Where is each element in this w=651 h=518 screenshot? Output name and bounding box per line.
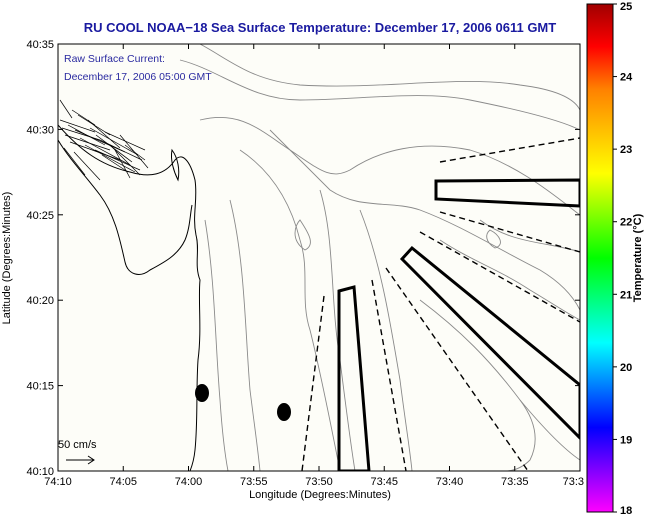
colorbar-ticks: 25 24 23 22 21 20 19 18	[613, 1, 633, 517]
contour-line	[419, 299, 580, 461]
colorbar: 25 24 23 22 21 20 19 18 Temperature (°C)	[586, 1, 644, 517]
contour-line	[204, 219, 229, 471]
dashed-transect	[419, 231, 580, 323]
contour-line	[504, 399, 536, 471]
dashed-transects	[301, 137, 580, 471]
x-tick-label: 73:50	[305, 476, 333, 488]
colorbar-tick-label: 24	[620, 72, 633, 84]
scale-arrow	[66, 455, 95, 465]
y-tick-label: 40:10	[26, 466, 54, 478]
y-axis-ticks: 40:35 40:30 40:25 40:20 40:15 40:10	[26, 39, 580, 478]
x-tick-label: 73:40	[436, 476, 464, 488]
current-vectors	[59, 99, 149, 181]
coastline	[58, 124, 201, 471]
colorbar-tick-label: 19	[620, 434, 632, 446]
x-tick-label: 74:05	[109, 476, 137, 488]
dashed-transect	[385, 267, 529, 471]
contour-line	[199, 44, 580, 111]
current-vector	[87, 119, 121, 149]
current-vector	[63, 147, 86, 176]
contour-line	[294, 219, 311, 251]
current-annotation-line1: Raw Surface Current:	[64, 53, 165, 65]
contour-line	[199, 116, 580, 216]
colorbar-tick-label: 23	[620, 144, 632, 156]
colorbar-tick-label: 20	[620, 362, 632, 374]
contour-line	[359, 209, 413, 471]
current-vector	[89, 127, 139, 156]
x-tick-label: 74:10	[44, 476, 72, 488]
current-vector	[64, 134, 111, 151]
sampling-box	[337, 285, 371, 471]
current-vector	[84, 144, 136, 173]
colorbar-tick-label: 18	[620, 505, 632, 517]
current-vector	[94, 149, 141, 171]
coastline-path	[58, 139, 193, 275]
x-tick-label: 73:55	[240, 476, 268, 488]
y-tick-label: 40:20	[26, 295, 54, 307]
x-tick-label: 73:3	[563, 476, 584, 488]
current-vector	[101, 154, 129, 173]
current-vector	[59, 99, 73, 119]
station-marker	[195, 384, 209, 402]
current-annotation-line2: December 17, 2006 05:00 GMT	[64, 71, 212, 83]
dashed-transect	[371, 279, 407, 471]
colorbar-label: Temperature (°C)	[632, 213, 644, 302]
x-tick-label: 74:00	[175, 476, 203, 488]
coastline-path	[171, 148, 180, 182]
current-vector	[73, 151, 101, 181]
plot-area: Raw Surface Current: December 17, 2006 0…	[57, 43, 581, 472]
sampling-box	[434, 178, 580, 208]
current-vector	[74, 129, 126, 153]
current-vector	[69, 141, 121, 161]
current-vector	[124, 144, 146, 161]
sampling-box	[399, 245, 580, 441]
current-vector	[95, 134, 133, 163]
colorbar-tick-label: 25	[620, 1, 632, 13]
y-tick-label: 40:15	[26, 381, 54, 393]
colorbar-ramp	[586, 3, 614, 513]
x-axis-ticks: 74:10 74:05 74:00 73:55 73:50 73:45 73:40 73:35…	[44, 44, 584, 488]
x-tick-label: 73:35	[501, 476, 529, 488]
chart-title: RU COOL NOAA−18 Sea Surface Temperature:…	[84, 20, 556, 35]
coastline-path	[58, 124, 201, 471]
dashed-transect	[439, 211, 580, 253]
contour-line	[439, 239, 580, 321]
x-tick-label: 73:45	[370, 476, 398, 488]
y-tick-label: 40:30	[26, 124, 54, 136]
map-features	[58, 44, 580, 471]
y-tick-label: 40:35	[26, 39, 54, 51]
contour-line	[179, 59, 580, 131]
current-vector	[114, 149, 131, 179]
colorbar-tick-label: 22	[620, 217, 632, 229]
current-vector	[79, 137, 131, 166]
contour-line	[486, 229, 501, 249]
x-axis-label: Longitude (Degrees:Minutes)	[249, 489, 391, 501]
colorbar-tick-label: 21	[620, 289, 632, 301]
contour-line	[229, 199, 261, 471]
dashed-transect	[439, 137, 580, 163]
plot-background	[58, 44, 580, 471]
contour-line	[479, 219, 580, 253]
sampling-boxes	[337, 178, 580, 471]
station-marker	[277, 403, 291, 421]
contour-line	[269, 129, 580, 311]
scale-label: 50 cm/s	[58, 439, 97, 451]
contour-line	[239, 149, 341, 471]
current-vector	[59, 119, 96, 133]
y-axis-label: Latitude (Degrees:Minutes)	[1, 192, 13, 325]
y-tick-label: 40:25	[26, 210, 54, 222]
